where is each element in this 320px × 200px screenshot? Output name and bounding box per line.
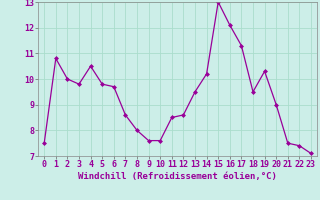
X-axis label: Windchill (Refroidissement éolien,°C): Windchill (Refroidissement éolien,°C): [78, 172, 277, 181]
